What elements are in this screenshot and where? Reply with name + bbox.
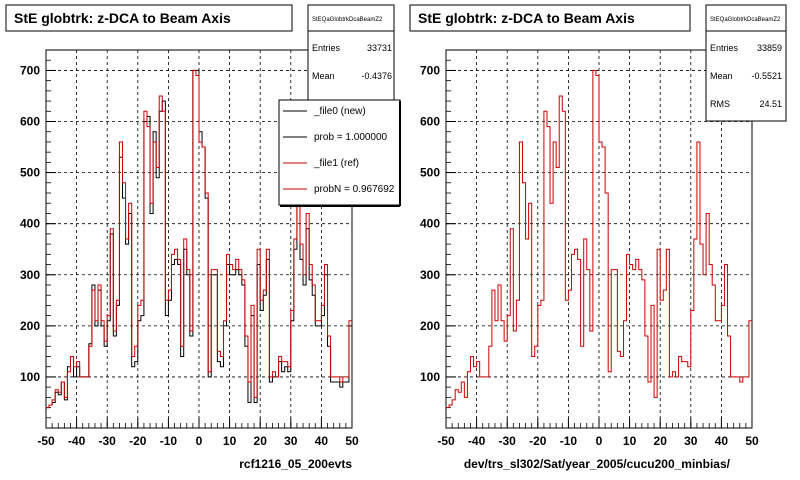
right-xtick-label: 50 [745, 434, 759, 448]
right-xtick-label: 20 [654, 434, 668, 448]
left-xtick-label: -40 [68, 434, 86, 448]
right-stats-mean-label: Mean [710, 71, 733, 81]
right-xtick-label: 40 [715, 434, 729, 448]
left-xtick-label: 10 [223, 434, 237, 448]
right-ytick-label: 700 [420, 63, 440, 77]
right-stats-entries-value: 33859 [757, 43, 782, 53]
right-ytick-label: 600 [420, 115, 440, 129]
right-ytick-label: 400 [420, 217, 440, 231]
left-axes: -50 -40 -30 -20 -10 0 10 20 30 40 50 100 200 300 400 50… [20, 49, 359, 448]
left-xtick-label: 0 [196, 434, 203, 448]
left-xtick-label: 30 [284, 434, 298, 448]
left-ytick-label: 700 [20, 63, 40, 77]
left-title-box: StE globtrk: z-DCA to Beam Axis [5, 4, 293, 32]
right-stats-box: StEQaGlobtrkDcaBeamZ2 Entries 33859 Mean… [705, 4, 787, 122]
legend-entry-new: _file0 (new) [313, 106, 366, 117]
left-xtick-label: -20 [129, 434, 147, 448]
left-ytick-label: 300 [20, 268, 40, 282]
legend-entry-probn: probN = 0.967692 [314, 184, 395, 195]
right-stats-name: StEQaGlobtrkDcaBeamZ2 [710, 17, 781, 23]
right-stats-rms-label: RMS [710, 99, 730, 109]
left-xlabel: rcf1216_05_200evts [239, 457, 352, 471]
left-xtick-label: -30 [99, 434, 117, 448]
right-series-group [446, 69, 752, 409]
right-stats-entries-label: Entries [710, 43, 739, 53]
left-xtick-label: -10 [160, 434, 178, 448]
left-ytick-label: 400 [20, 217, 40, 231]
left-ytick-label: 500 [20, 166, 40, 180]
right-title: StE globtrk: z-DCA to Beam Axis [418, 10, 635, 26]
right-xtick-label: -40 [468, 434, 486, 448]
left-stats-entries-value: 33731 [367, 43, 392, 53]
right-xlabel: dev/trs_sl302/Sat/year_2005/cucu200_minb… [464, 457, 731, 471]
right-axes: -50 -40 -30 -20 -10 0 10 20 30 40 50 100 200 300 400 50… [420, 49, 759, 448]
right-stats-mean-value: -0.5521 [751, 71, 782, 81]
left-stats-mean-label: Mean [312, 71, 335, 81]
left-xtick-label: 20 [254, 434, 268, 448]
right-title-box: StE globtrk: z-DCA to Beam Axis [409, 4, 691, 32]
right-xtick-label: -20 [529, 434, 547, 448]
left-legend: _file0 (new) prob = 1.000000 _file1 (ref… [278, 99, 401, 207]
legend-entry-prob: prob = 1.000000 [314, 132, 388, 143]
left-series-file1-ref [46, 69, 352, 409]
right-ytick-label: 300 [420, 268, 440, 282]
left-xtick-label: 40 [315, 434, 329, 448]
right-xtick-label: -50 [437, 434, 455, 448]
right-ytick-label: 200 [420, 319, 440, 333]
right-ytick-label: 100 [420, 370, 440, 384]
left-xtick-label: -50 [37, 434, 55, 448]
left-panel: StE globtrk: z-DCA to Beam Axis -50 -40 -3… [5, 4, 401, 471]
left-stats-box: StEQaGlobtrkDcaBeamZ2 Entries 33731 Mean… [307, 4, 395, 114]
right-xtick-label: 30 [684, 434, 698, 448]
left-ytick-label: 600 [20, 115, 40, 129]
left-stats-name: StEQaGlobtrkDcaBeamZ2 [312, 17, 383, 23]
left-title: StE globtrk: z-DCA to Beam Axis [14, 10, 231, 26]
right-series-file1-ref [446, 69, 752, 409]
right-panel: StE globtrk: z-DCA to Beam Axis -50 -40 -3… [409, 4, 787, 471]
left-stats-mean-value: -0.4376 [361, 71, 392, 81]
left-stats-entries-label: Entries [312, 43, 341, 53]
right-stats-rms-value: 24.51 [759, 99, 782, 109]
right-xtick-label: -10 [560, 434, 578, 448]
left-ytick-label: 100 [20, 370, 40, 384]
legend-entry-ref: _file1 (ref) [313, 158, 359, 169]
right-xtick-label: 10 [623, 434, 637, 448]
right-xtick-label: -30 [499, 434, 517, 448]
left-ytick-label: 200 [20, 319, 40, 333]
right-ytick-label: 500 [420, 166, 440, 180]
right-xtick-label: 0 [596, 434, 603, 448]
left-xtick-label: 50 [345, 434, 359, 448]
